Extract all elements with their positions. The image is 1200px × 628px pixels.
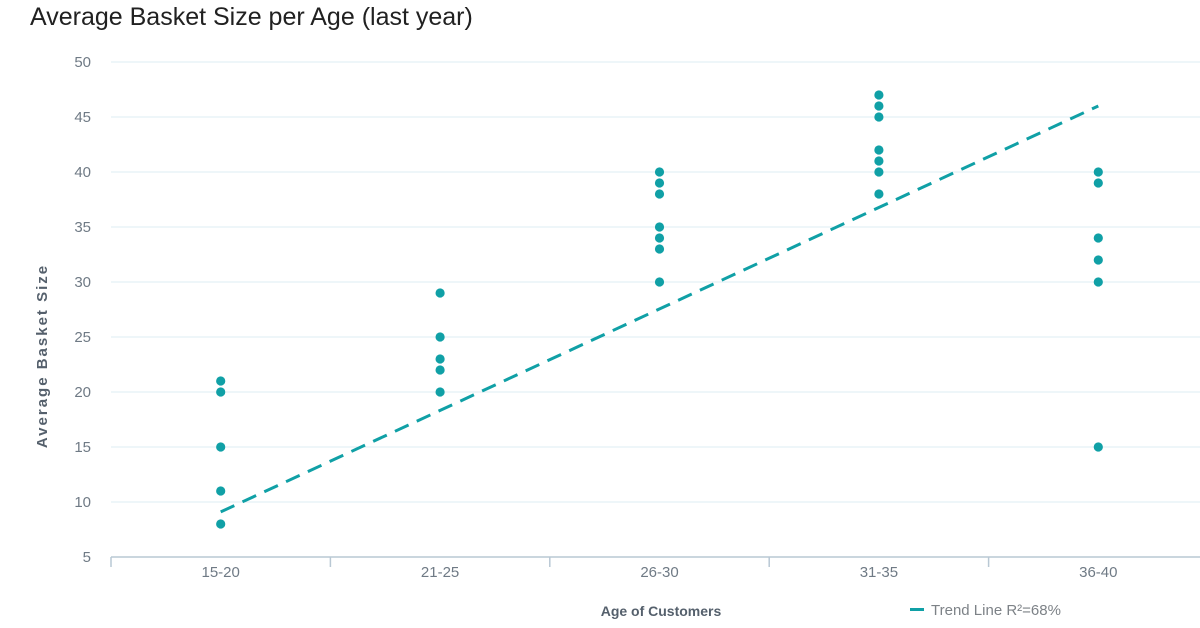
y-tick-label: 20 [74,384,91,401]
x-tick-label: 36-40 [1079,564,1117,581]
data-point [874,167,884,177]
data-point [874,145,884,155]
data-point [435,332,445,342]
y-tick-label: 10 [74,494,91,511]
data-point [216,442,226,452]
y-tick-label: 50 [74,54,91,71]
y-axis-title: Average Basket Size [34,264,51,448]
data-point [874,90,884,100]
data-point [874,189,884,199]
data-point [1093,233,1103,243]
data-points-layer [216,90,1103,529]
page-title: Average Basket Size per Age (last year) [30,3,473,31]
data-point [435,354,445,364]
data-point [654,189,665,199]
y-tick-label: 15 [74,439,91,456]
data-point [654,167,665,177]
data-point [1093,178,1103,188]
data-point [435,288,445,298]
y-tick-label: 30 [74,274,91,291]
data-point [874,156,884,166]
data-point [654,244,665,254]
trend-line-legend-label: Trend Line R²=68% [931,602,1061,619]
data-point [216,387,226,397]
data-point [874,112,884,122]
data-point [216,519,226,529]
y-tick-label: 40 [74,164,91,181]
data-point [435,365,445,375]
data-point [1093,255,1103,265]
data-point [654,222,665,232]
data-point [654,178,665,188]
y-tick-label: 35 [74,219,91,236]
x-tick-label: 21-25 [421,564,459,581]
data-point [1093,167,1103,177]
data-point [216,486,226,496]
x-tick-label: 15-20 [202,564,240,581]
data-point [1093,277,1103,287]
data-point [874,101,884,111]
x-axis [110,556,1200,567]
y-tick-label: 5 [83,549,91,566]
data-point [654,233,665,243]
trend-line [220,104,1099,514]
data-point [1093,442,1103,452]
tick-labels: 5 10 15 20 25 30 35 40 45 50 15-20 21-25 26-30 31-35 3… [74,54,1117,581]
x-axis-title: Age of Customers [601,603,722,619]
x-tick-label: 31-35 [860,564,898,581]
x-tick-label: 26-30 [640,564,678,581]
data-point [435,387,445,397]
y-tick-label: 45 [74,109,91,126]
trend-line-layer [220,104,1099,514]
legend: Trend Line R²=68% [910,602,1061,619]
data-point [216,376,226,386]
y-tick-label: 25 [74,329,91,346]
data-point [654,277,665,287]
